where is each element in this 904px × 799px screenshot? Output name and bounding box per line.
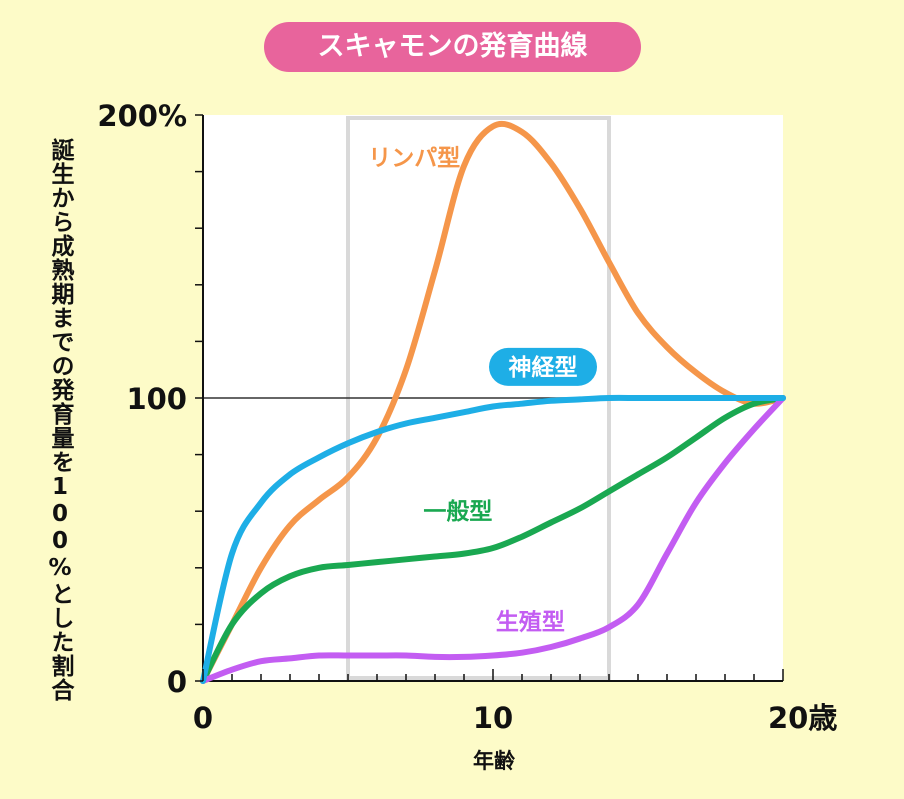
series-line-general xyxy=(200,395,786,684)
series-label-reproductive: 生殖型 xyxy=(496,610,565,636)
x-tick-label: 0 xyxy=(193,701,213,735)
y-tick-label: 0 xyxy=(167,665,187,699)
series-line-reproductive xyxy=(200,395,786,684)
chart-title: スキャモンの発育曲線 xyxy=(264,22,641,72)
series-line-lymphoid xyxy=(200,120,786,684)
y-axis-title: 誕生から成熟期までの発育量を100%とした割合 xyxy=(47,138,73,702)
x-tick-label: 20歳 xyxy=(768,701,837,735)
y-tick-label: 200% xyxy=(97,99,187,133)
x-axis-title: 年齢 xyxy=(473,749,516,773)
y-tick-label: 100 xyxy=(126,382,187,416)
series-line-neural xyxy=(200,394,786,684)
x-tick-label: 10 xyxy=(473,701,513,735)
series-label-neural: 神経型 xyxy=(509,354,578,381)
series-label-lymphoid: リンパ型 xyxy=(368,145,460,171)
series-label-general: 一般型 xyxy=(423,498,492,525)
series-label-pill-neural xyxy=(489,347,597,386)
